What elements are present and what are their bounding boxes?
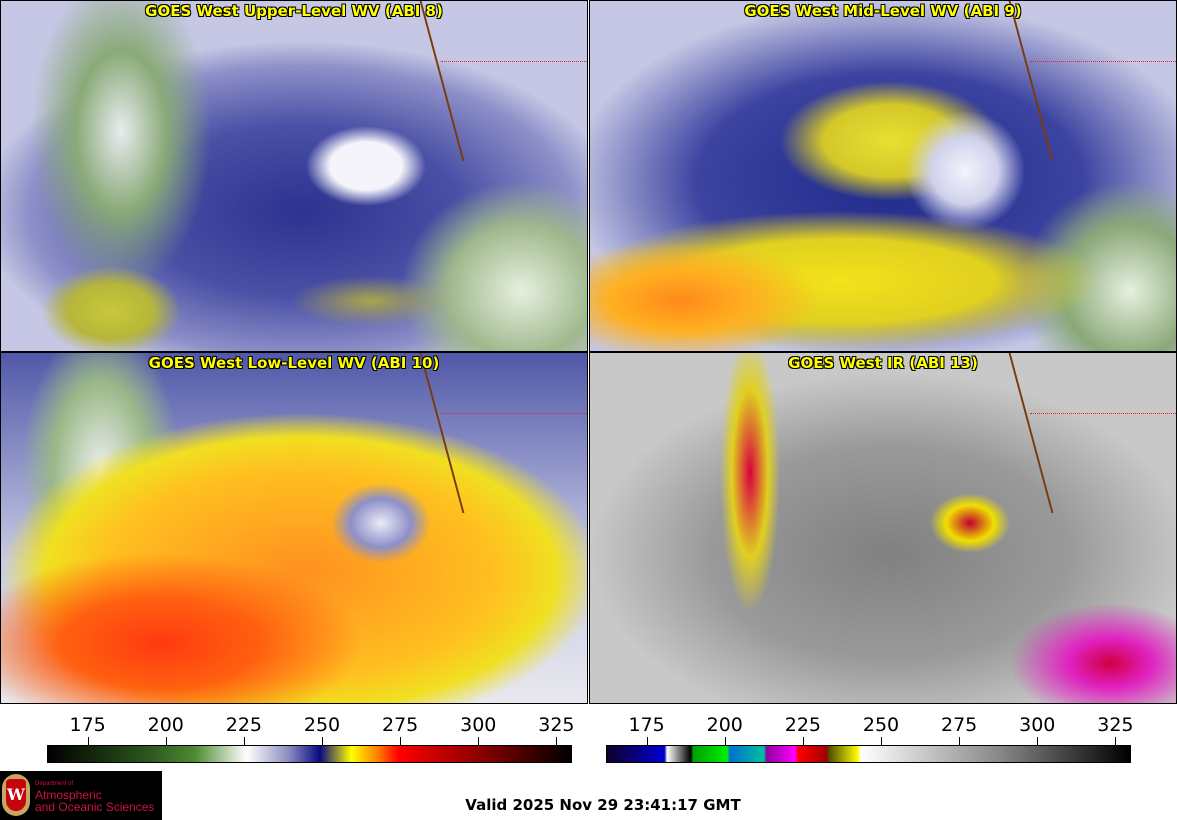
colorbar-tick-label: 200 bbox=[147, 714, 184, 736]
panel-title: GOES West Upper-Level WV (ABI 8) bbox=[145, 2, 443, 20]
colorbar-tick-label: 250 bbox=[862, 714, 900, 736]
state-border bbox=[441, 413, 587, 414]
colorbar-tick-label: 300 bbox=[460, 714, 497, 736]
state-border bbox=[441, 61, 587, 62]
colorbar-tick-label: 300 bbox=[1019, 714, 1056, 736]
logo-oceanic: and Oceanic Sciences bbox=[35, 800, 155, 814]
upper-level-wv-panel: GOES West Upper-Level WV (ABI 8) bbox=[0, 0, 588, 352]
infrared-panel: GOES West IR (ABI 13) bbox=[589, 352, 1177, 704]
coastline bbox=[379, 353, 465, 513]
colorbar-tick-label: 225 bbox=[225, 714, 262, 736]
colorbar-tick bbox=[556, 737, 558, 745]
coastline bbox=[968, 1, 1054, 161]
colorbar-tick bbox=[243, 737, 245, 745]
colorbar-tick bbox=[87, 737, 89, 745]
logo-atmospheric: Atmospheric bbox=[35, 788, 102, 802]
colorbar-tick bbox=[1037, 737, 1039, 745]
panel-title: GOES West Mid-Level WV (ABI 9) bbox=[744, 2, 1022, 20]
colorbar-tick bbox=[802, 737, 804, 745]
colorbar-tick bbox=[1115, 737, 1117, 745]
colorbar-tick-label: 250 bbox=[303, 714, 341, 736]
panel-title: GOES West Low-Level WV (ABI 10) bbox=[148, 354, 440, 372]
uw-crest-icon: W bbox=[2, 774, 30, 816]
colorbar-tick bbox=[400, 737, 402, 745]
colorbar-tick-label: 225 bbox=[784, 714, 821, 736]
colorbar-tick-label: 200 bbox=[706, 714, 743, 736]
logo-department: Department of bbox=[35, 781, 74, 787]
colorbar-tick-label: 325 bbox=[538, 714, 575, 736]
colorbar-tick bbox=[165, 737, 167, 745]
mid-level-wv-panel: GOES West Mid-Level WV (ABI 9) bbox=[589, 0, 1177, 352]
colorbar-tick-label: 325 bbox=[1097, 714, 1134, 736]
colorbar-tick-label: 275 bbox=[381, 714, 419, 736]
colorbar-tick-label: 175 bbox=[628, 714, 665, 736]
state-border bbox=[1030, 413, 1176, 414]
coastline bbox=[968, 353, 1054, 513]
colorbar-tick bbox=[724, 737, 726, 745]
colorbar-tick bbox=[322, 737, 323, 745]
colorbar-tick bbox=[959, 737, 961, 745]
colorbar-tick bbox=[478, 737, 480, 745]
low-level-wv-panel: GOES West Low-Level WV (ABI 10) bbox=[0, 352, 588, 704]
colorbar-tick-label: 175 bbox=[69, 714, 106, 736]
colorbar-tick bbox=[881, 737, 882, 745]
valid-time: Valid 2025 Nov 29 23:41:17 GMT bbox=[465, 796, 741, 814]
state-border bbox=[1030, 61, 1176, 62]
aos-logo: W Department of Atmospheric and Oceanic … bbox=[0, 771, 162, 820]
panel-title: GOES West IR (ABI 13) bbox=[788, 354, 978, 372]
infrared-colorbar bbox=[606, 745, 1131, 763]
colorbar-tick-label: 275 bbox=[940, 714, 978, 736]
coastline bbox=[379, 1, 465, 161]
colorbar-tick bbox=[646, 737, 648, 745]
water-vapor-colorbar bbox=[47, 745, 572, 763]
